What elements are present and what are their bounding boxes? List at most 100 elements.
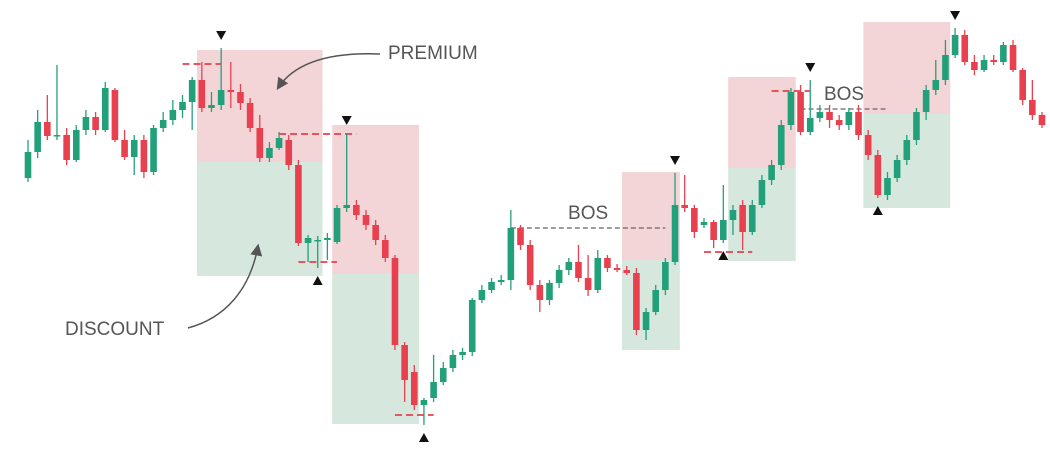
candle-body (681, 205, 688, 208)
candle-body (372, 225, 379, 240)
candle-body (34, 122, 41, 152)
candle-body (536, 285, 544, 300)
candle-body (217, 90, 225, 105)
candle-body (816, 112, 824, 118)
premium-arrow (276, 53, 381, 91)
candle-body (140, 140, 148, 172)
candle-body (710, 222, 717, 240)
candle-body (903, 140, 911, 160)
candle-body (497, 280, 505, 282)
candle-body (449, 355, 457, 368)
candle-body (623, 270, 631, 273)
candle-body (410, 372, 418, 405)
candle-body (324, 238, 331, 240)
candle-body (92, 117, 99, 130)
candle-body (932, 80, 940, 90)
markers (216, 11, 961, 442)
candle-body (864, 135, 872, 155)
candle-body (604, 258, 611, 268)
premium-zone (863, 22, 951, 114)
candle-body (285, 140, 293, 165)
candle-body (430, 382, 437, 398)
discount-label: DISCOUNT (65, 319, 165, 340)
candle-body (633, 273, 640, 330)
candle-body (208, 105, 215, 108)
candle-body (353, 205, 360, 215)
candle-body (990, 60, 998, 62)
swing-marker (216, 31, 227, 40)
candle-body (517, 228, 524, 245)
discount-arrow (187, 243, 263, 329)
candle-body (314, 240, 322, 242)
candle-body (478, 290, 486, 300)
swing-marker (418, 433, 429, 442)
candle-body (227, 90, 235, 92)
discount-zone (197, 162, 323, 276)
candle-body (1038, 115, 1046, 125)
candle-body (63, 135, 70, 160)
swing-marker (312, 276, 323, 285)
candle-body (565, 262, 573, 270)
candle-body (130, 140, 138, 157)
candle-body (1009, 45, 1017, 70)
premium-label: PREMIUM (388, 43, 478, 64)
candle-body (439, 368, 447, 382)
candle-body (613, 268, 621, 270)
candle-body (266, 148, 273, 158)
candle-body (382, 240, 389, 258)
candle-body (82, 117, 90, 130)
candle-body (584, 278, 592, 290)
candle-body (246, 103, 254, 128)
candle-body (662, 262, 669, 290)
candle-body (720, 220, 727, 240)
candle-body (295, 165, 302, 243)
candle-body (468, 300, 476, 352)
candle-body (343, 205, 350, 208)
candle-body (179, 102, 186, 110)
candle-body (787, 92, 795, 125)
candle-body (826, 112, 833, 120)
swing-marker (341, 116, 352, 125)
candle-body (874, 155, 882, 195)
candle-body (1019, 70, 1026, 100)
candle-body (333, 208, 341, 242)
premium-zone (332, 125, 420, 274)
candle-body (1029, 100, 1036, 115)
candle-body (150, 128, 157, 172)
candle-body (488, 282, 495, 290)
candle-body (893, 160, 901, 178)
candle-body (169, 110, 177, 120)
candle-body (739, 205, 746, 232)
candle-body (729, 210, 737, 220)
levels: BOS BOS (182, 63, 888, 416)
candles (24, 28, 1046, 425)
candle-body (845, 112, 853, 125)
candle-body (459, 352, 466, 355)
candle-body (237, 92, 244, 103)
candle-body (913, 112, 920, 140)
swing-marker (805, 63, 816, 72)
candle-body (111, 90, 119, 140)
swing-marker (872, 206, 883, 215)
candle-body (420, 400, 428, 405)
candle-body (72, 130, 80, 160)
candle-body (159, 120, 167, 128)
bos-label: BOS (824, 84, 864, 105)
candle-body (44, 122, 51, 136)
candle-body (942, 55, 949, 80)
candle-body (671, 205, 679, 262)
candle-body (401, 345, 408, 380)
candle-body (700, 222, 708, 225)
candle-body (971, 62, 978, 70)
candle-body (555, 270, 563, 283)
candle-body (275, 138, 283, 148)
premium-zone (621, 172, 680, 260)
candle-body (806, 118, 814, 132)
candle-body (777, 125, 785, 165)
candle-body (575, 262, 582, 278)
candle-body (198, 80, 206, 108)
candle-body (652, 290, 660, 312)
candle-body (1000, 45, 1007, 62)
candle-body (748, 205, 756, 232)
